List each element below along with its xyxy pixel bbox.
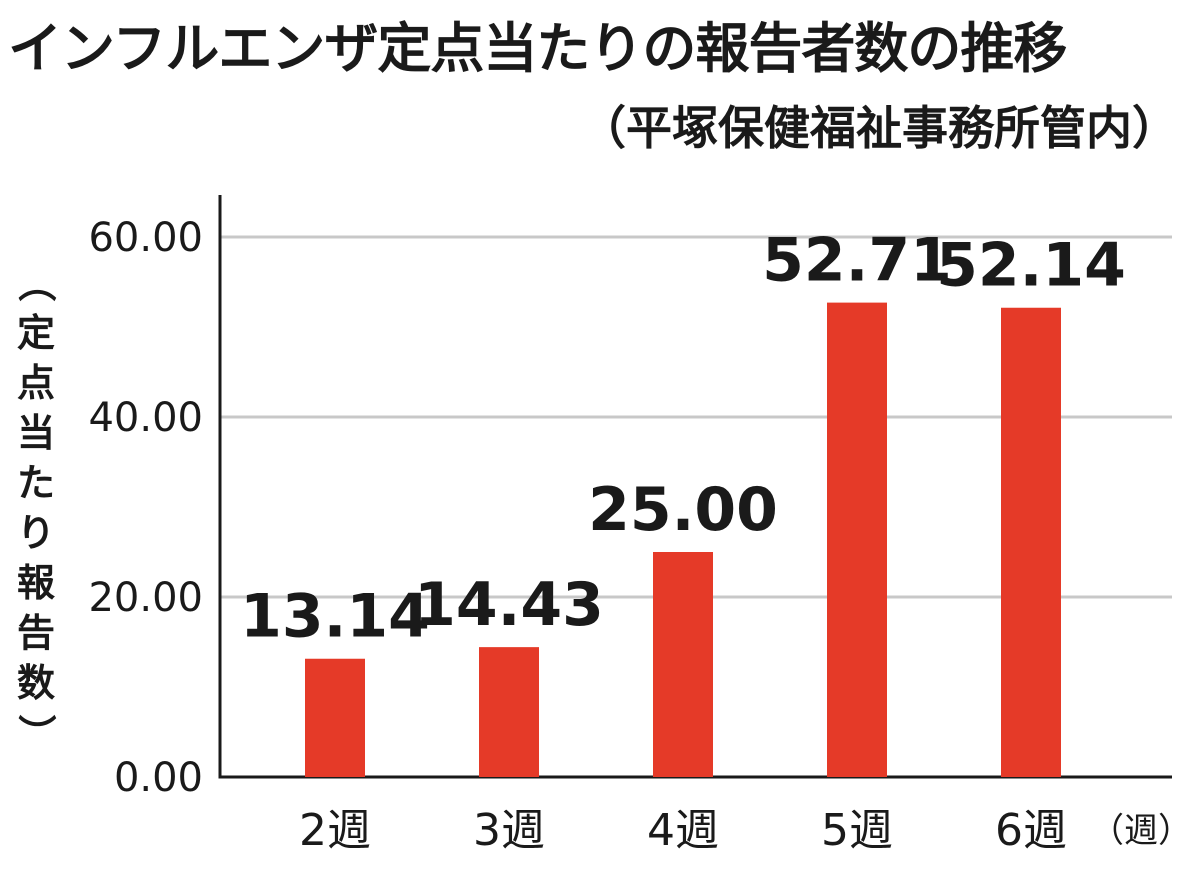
y-tick-label: 40.00: [88, 395, 203, 441]
bar: [653, 552, 713, 777]
bar: [1001, 307, 1061, 777]
bar: [479, 647, 539, 777]
data-label: 52.14: [936, 231, 1126, 301]
data-label: 52.71: [762, 226, 952, 296]
data-label: 13.14: [240, 582, 430, 652]
y-tick-label: 20.00: [88, 575, 203, 621]
data-label: 25.00: [588, 475, 778, 545]
data-label: 14.43: [414, 570, 604, 640]
y-tick-label: 60.00: [88, 215, 203, 261]
bar: [827, 302, 887, 777]
y-axis-label: （定点当たり報告数）: [14, 263, 58, 752]
x-tick-label: 3週: [473, 805, 545, 856]
x-axis-label: （週）: [1090, 811, 1192, 851]
x-tick-label: 6週: [995, 805, 1067, 856]
chart-title: インフルエンザ定点当たりの報告者数の推移: [8, 17, 1067, 80]
x-tick-label: 5週: [821, 805, 893, 856]
y-tick-label: 0.00: [114, 755, 203, 801]
x-tick-label: 4週: [647, 805, 719, 856]
x-tick-label: 2週: [299, 805, 371, 856]
chart-subtitle: （平塚保健福祉事務所管内）: [580, 101, 1178, 155]
bar: [305, 658, 365, 777]
